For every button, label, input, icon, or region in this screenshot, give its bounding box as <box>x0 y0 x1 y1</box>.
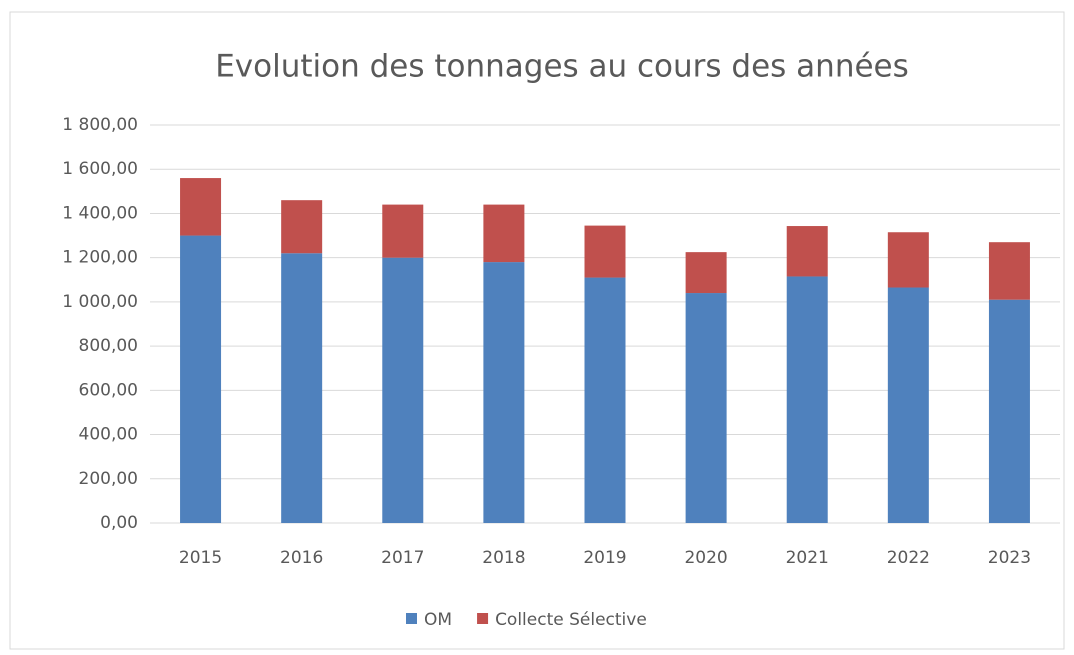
x-tick-label: 2019 <box>583 548 626 568</box>
y-tick-label: 1 600,00 <box>62 159 138 179</box>
bar-segment <box>685 252 727 294</box>
chart-title: Evolution des tonnages au cours des anné… <box>215 49 909 85</box>
y-tick-label: 0,00 <box>100 513 138 533</box>
legend-swatch <box>477 613 489 624</box>
x-tick-label: 2015 <box>179 548 222 568</box>
y-tick-label: 800,00 <box>79 336 138 356</box>
y-tick-label: 1 200,00 <box>62 248 138 268</box>
bar-segment <box>382 257 424 523</box>
x-tick-label: 2021 <box>786 548 829 568</box>
bar-segment <box>180 235 222 524</box>
y-tick-label: 200,00 <box>79 469 138 489</box>
bar-segment <box>483 262 525 523</box>
bar-segment <box>281 253 323 523</box>
bar-segment <box>584 277 626 523</box>
y-tick-label: 1 800,00 <box>62 115 138 135</box>
y-tick-label: 1 000,00 <box>62 292 138 312</box>
bar-segment <box>584 225 626 278</box>
x-tick-label: 2020 <box>684 548 727 568</box>
bar-segment <box>180 178 222 236</box>
bar-segment <box>281 200 323 254</box>
bar-segment <box>887 287 929 523</box>
bar-segment <box>483 204 525 263</box>
bar-segment <box>382 204 424 258</box>
bar-segment <box>887 232 929 288</box>
y-tick-label: 600,00 <box>79 380 138 400</box>
bar-segment <box>988 299 1030 523</box>
bar-segment <box>786 276 828 523</box>
legend-label: Collecte Sélective <box>495 610 647 630</box>
x-tick-label: 2023 <box>988 548 1031 568</box>
bar-segment <box>685 293 727 523</box>
x-tick-label: 2016 <box>280 548 323 568</box>
legend-label: OM <box>424 610 452 630</box>
x-tick-label: 2022 <box>887 548 930 568</box>
y-tick-label: 400,00 <box>79 425 138 445</box>
x-tick-label: 2017 <box>381 548 424 568</box>
legend-swatch <box>406 613 417 624</box>
bar-segment <box>786 226 828 277</box>
y-tick-label: 1 400,00 <box>62 203 138 223</box>
x-tick-label: 2018 <box>482 548 525 568</box>
bar-segment <box>988 242 1030 300</box>
